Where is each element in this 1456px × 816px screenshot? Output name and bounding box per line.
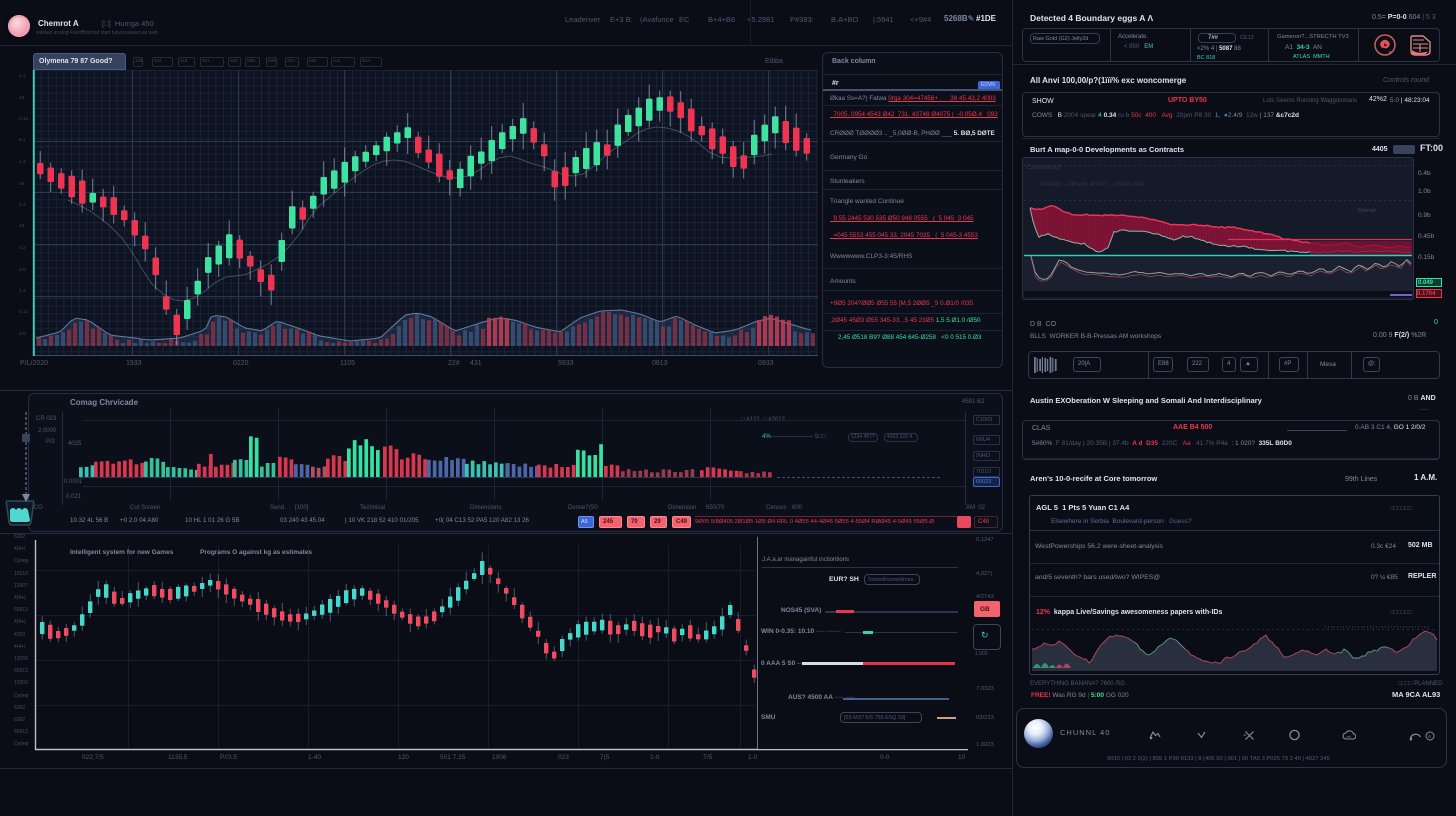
svg-text:Mmmp!: Mmmp! (1358, 208, 1377, 214)
svg-text:6: 6 (1428, 734, 1431, 739)
svg-text:Cammando?: Cammando? (1027, 165, 1062, 171)
svg-text:net: net (1347, 735, 1352, 739)
svg-text:400000 - Alfredo 4000? - 00000: 400000 - Alfredo 4000? - 00000-000 (1040, 181, 1145, 188)
